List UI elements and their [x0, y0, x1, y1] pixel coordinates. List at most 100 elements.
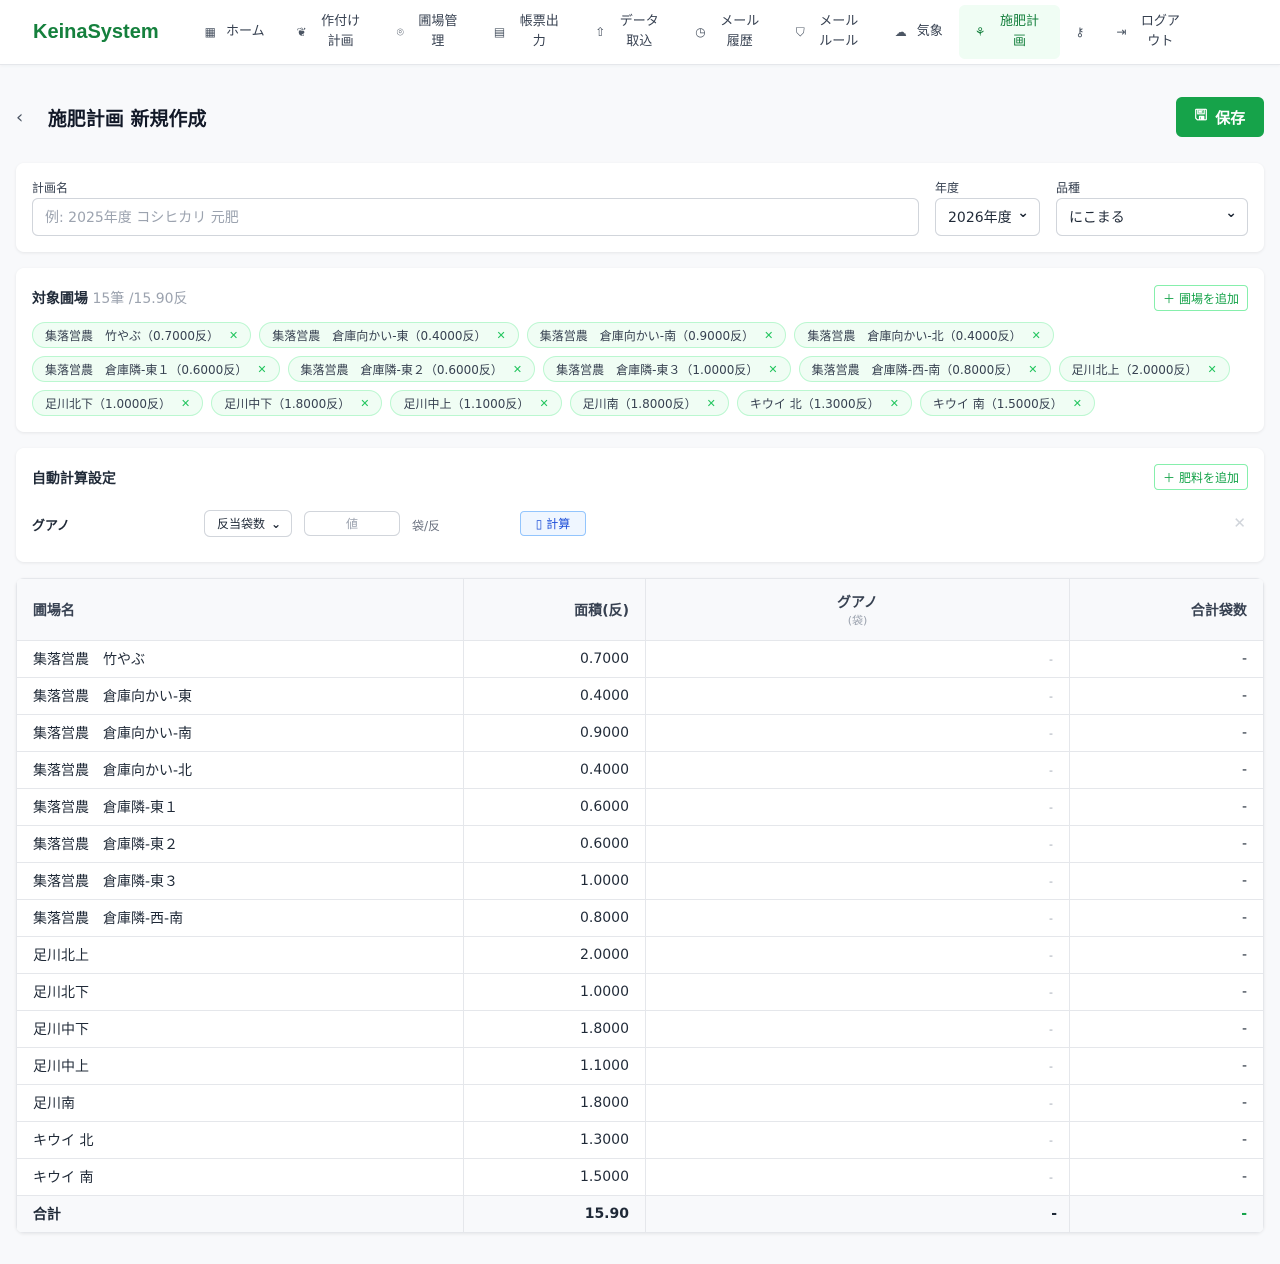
- remove-chip-icon[interactable]: ✕: [1207, 362, 1217, 376]
- history-icon: ◷: [695, 25, 706, 39]
- nav-item-map-pin[interactable]: ⌾ 圃場管理: [381, 5, 478, 59]
- calc-unit: 袋/反: [412, 519, 441, 533]
- calc-button[interactable]: ▯ 計算: [520, 511, 586, 536]
- nav-label: 帳票出力: [519, 14, 559, 49]
- col-total-bags: 合計袋数: [1069, 578, 1264, 641]
- chip-label: 足川南（1.8000反）: [582, 396, 697, 411]
- cell-guano: -: [645, 1047, 1070, 1085]
- cell-field-name: 集落営農 倉庫向かい-東: [16, 677, 464, 715]
- chip-label: キウイ 南（1.5000反）: [932, 396, 1063, 411]
- nav-item-logout[interactable]: ⇥ ログアウト: [1100, 5, 1200, 59]
- cell-area: 1.8000: [463, 1010, 646, 1048]
- remove-chip-icon[interactable]: ✕: [360, 396, 370, 410]
- chip-label: キウイ 北（1.3000反）: [749, 396, 880, 411]
- grid-icon: ▦: [204, 25, 216, 39]
- cell-area: 0.6000: [463, 788, 646, 826]
- nav-item-grid[interactable]: ▦ ホーム: [189, 5, 281, 59]
- nav-item-key[interactable]: ⚷: [1060, 5, 1101, 59]
- remove-chip-icon[interactable]: ✕: [889, 396, 899, 410]
- cell-guano: -: [645, 1084, 1070, 1122]
- calc-value-placeholder: 値: [345, 517, 358, 531]
- cell-field-name: 集落営農 倉庫向かい-北: [16, 751, 464, 789]
- logout-icon: ⇥: [1116, 25, 1127, 39]
- cell-field-name: 集落営農 竹やぶ: [16, 640, 464, 678]
- nav-item-history[interactable]: ◷ メール履歴: [679, 5, 779, 59]
- fields-title: 対象圃場: [32, 291, 88, 307]
- upload-icon: ⇧: [595, 25, 606, 39]
- chip-label: 足川中上（1.1000反）: [403, 396, 530, 411]
- variety-label: 品種: [1056, 181, 1081, 195]
- field-chip: 集落営農 倉庫向かい-北（0.4000反） ✕: [794, 322, 1054, 348]
- total-label: 合計: [16, 1195, 464, 1233]
- table-row: 集落営農 倉庫隣-西-南 0.8000- -: [16, 899, 1264, 937]
- nav-label: メール履歴: [720, 14, 760, 49]
- cell-area: 0.7000: [463, 640, 646, 678]
- plan-name-input[interactable]: 例: 2025年度 コシヒカリ 元肥: [32, 198, 919, 236]
- field-chip: 集落営農 倉庫隣-東１（0.6000反） ✕: [32, 356, 280, 382]
- cell-guano: -: [645, 788, 1070, 826]
- remove-chip-icon[interactable]: ✕: [1072, 396, 1082, 410]
- cell-guano: -: [645, 899, 1070, 937]
- remove-chip-icon[interactable]: ✕: [539, 396, 549, 410]
- cell-total-bags: -: [1069, 825, 1264, 863]
- back-chevron-icon[interactable]: ‹: [16, 106, 24, 128]
- nav-item-wheat[interactable]: ❦ 作付け計画: [281, 5, 381, 59]
- cloud-icon: ☁: [894, 25, 907, 39]
- remove-chip-icon[interactable]: ✕: [512, 362, 523, 376]
- auto-calc-card: 自動計算設定 ＋肥料を追加 グアノ 反当袋数 値 袋/反 ▯計算 ✕: [16, 448, 1264, 562]
- remove-chip-icon[interactable]: ✕: [1028, 362, 1038, 376]
- field-chip: 足川中上（1.1000反） ✕: [390, 390, 562, 416]
- add-field-button[interactable]: ＋圃場を追加: [1153, 285, 1248, 311]
- nav-item-cloud[interactable]: ☁ 気象: [879, 5, 959, 59]
- calc-value-input[interactable]: 値: [304, 511, 400, 536]
- plan-table: 圃場名 面積(反) グアノ (袋) 合計袋数 集落営農 竹やぶ 0.7000- - 集落…: [16, 578, 1264, 1233]
- remove-fertilizer-icon[interactable]: ✕: [1233, 514, 1246, 532]
- field-chip: 集落営農 倉庫隣-東３（1.0000反） ✕: [543, 356, 791, 382]
- logo[interactable]: KeinaSystem: [33, 20, 159, 43]
- cell-area: 1.0000: [463, 973, 646, 1011]
- total-guano: -: [645, 1195, 1070, 1233]
- save-icon: 🖫: [1194, 105, 1208, 124]
- remove-chip-icon[interactable]: ✕: [496, 328, 506, 342]
- field-chip: 足川中下（1.8000反） ✕: [211, 390, 383, 416]
- remove-chip-icon[interactable]: ✕: [768, 362, 778, 376]
- cell-field-name: 集落営農 倉庫隣-東２: [16, 825, 464, 863]
- remove-chip-icon[interactable]: ✕: [181, 396, 191, 410]
- nav-item-sprout[interactable]: ⚘ 施肥計画: [958, 5, 1060, 59]
- add-fertilizer-button[interactable]: ＋肥料を追加: [1153, 464, 1248, 490]
- cell-guano: -: [645, 751, 1070, 789]
- total-area: 15.90: [463, 1195, 646, 1233]
- field-chip: 集落営農 倉庫向かい-南（0.9000反） ✕: [526, 322, 787, 348]
- table-row: キウイ 北 1.3000- -: [16, 1121, 1264, 1159]
- cell-field-name: キウイ 北: [16, 1121, 464, 1159]
- nav-item-upload[interactable]: ⇧ データ取込: [579, 5, 679, 59]
- cell-area: 0.4000: [463, 677, 646, 715]
- remove-chip-icon[interactable]: ✕: [1031, 328, 1041, 342]
- field-chip: キウイ 北（1.3000反） ✕: [736, 390, 912, 416]
- cell-guano: -: [645, 862, 1070, 900]
- table-row: 集落営農 倉庫向かい-東 0.4000- -: [16, 677, 1264, 715]
- nav-label: 圃場管理: [418, 14, 458, 49]
- remove-chip-icon[interactable]: ✕: [257, 362, 267, 376]
- year-select[interactable]: 2026年度: [935, 198, 1040, 236]
- calc-method-select[interactable]: 反当袋数: [204, 510, 292, 537]
- nav-item-document[interactable]: ▤ 帳票出力: [478, 5, 579, 59]
- table-row: 集落営農 倉庫隣-東１ 0.6000- -: [16, 788, 1264, 826]
- cell-guano: -: [645, 714, 1070, 752]
- table-row: 足川中下 1.8000- -: [16, 1010, 1264, 1048]
- cell-field-name: 足川南: [16, 1084, 464, 1122]
- year-label: 年度: [935, 181, 960, 195]
- remove-chip-icon[interactable]: ✕: [706, 396, 716, 410]
- cell-field-name: キウイ 南: [16, 1158, 464, 1196]
- map-pin-icon: ⌾: [396, 24, 404, 39]
- cell-total-bags: -: [1069, 862, 1264, 900]
- nav-label: ホーム: [225, 24, 265, 39]
- save-button[interactable]: 🖫 保存: [1176, 97, 1264, 137]
- remove-chip-icon[interactable]: ✕: [229, 328, 239, 342]
- chip-label: 足川中下（1.8000反）: [224, 396, 351, 411]
- remove-chip-icon[interactable]: ✕: [764, 328, 774, 342]
- table-row: 足川北上 2.0000- -: [16, 936, 1264, 974]
- nav-item-shield[interactable]: ⛉ メールルール: [780, 5, 879, 59]
- variety-select[interactable]: にこまる: [1056, 198, 1248, 236]
- chip-label: 集落営農 倉庫隣-東２（0.6000反）: [300, 362, 503, 377]
